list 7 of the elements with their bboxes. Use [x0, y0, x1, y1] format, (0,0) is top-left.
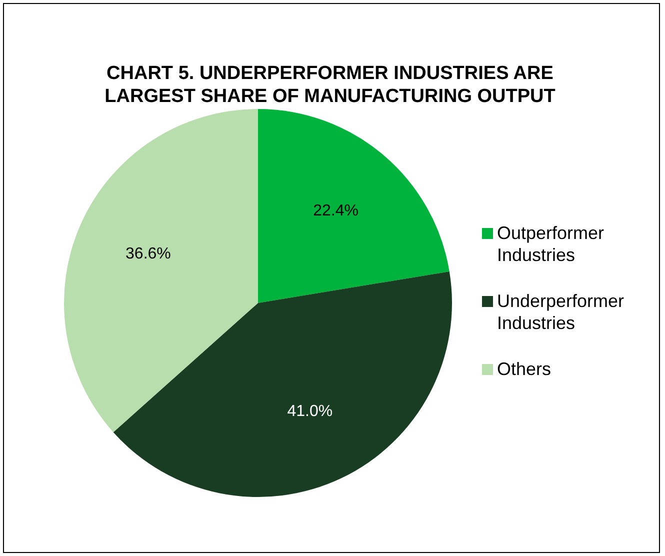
data-label: 36.6%	[126, 245, 171, 262]
legend-label: Underperformer Industries	[497, 290, 626, 334]
legend-label: Others	[497, 358, 552, 380]
data-label: 41.0%	[287, 402, 333, 420]
legend-label: Outperformer Industries	[497, 222, 606, 266]
data-label: 22.4%	[313, 202, 359, 220]
chart-title: CHART 5. UNDERPERFORMER INDUSTRIES ARE LARGEST SHARE OF MANUFACTURING OUTPUT	[104, 62, 556, 108]
